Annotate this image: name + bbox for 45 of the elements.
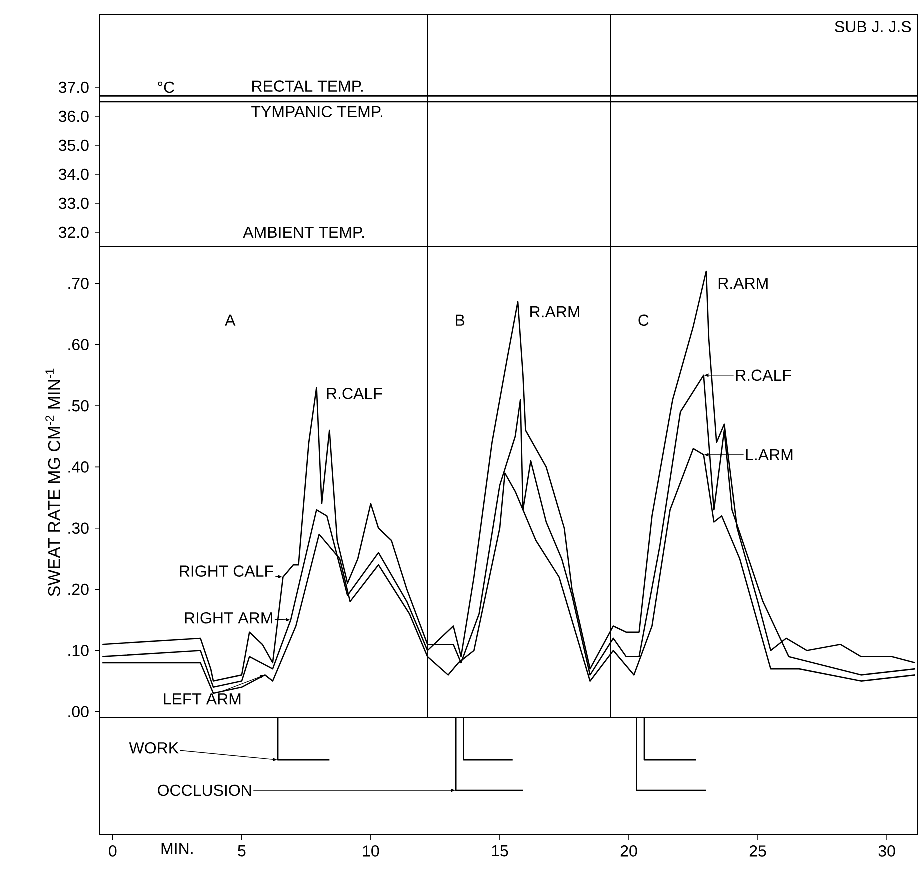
point (286, 618, 291, 622)
x-axis-title: MIN. (162, 843, 193, 854)
x-tick-label: 10 (363, 846, 380, 857)
series-label: LEFT ARM (164, 694, 241, 705)
annotation: R.ARM (530, 306, 580, 318)
x-tick-label: 25 (750, 846, 766, 857)
x-tick-label: 5 (238, 846, 246, 857)
annotation: R.ARM (718, 278, 768, 289)
y-tick-label: .50 (68, 400, 89, 412)
x-tick-label: 15 (492, 846, 508, 857)
y-axis-title: SWEAT RATE MG CM$^{-2}$ MIN$^{-1}$ (46, 368, 60, 596)
y-tick-label: 33.0 (58, 198, 89, 210)
y-tick-label: 34.0 (58, 168, 89, 180)
y-tick-label: .00 (68, 706, 89, 718)
y-tick-label: .10 (68, 645, 89, 656)
annotation: C (638, 314, 649, 326)
annotation: R.CALF (736, 370, 792, 382)
y-tick-label: .30 (68, 522, 89, 534)
text: WORK (129, 742, 179, 754)
y-tick-label: 32.0 (58, 226, 89, 238)
y-tick-label: .60 (68, 339, 89, 351)
series-label: TYMPANIC TEMP. (252, 106, 383, 118)
x-tick-label: 20 (620, 846, 638, 857)
point (278, 574, 284, 579)
annotation: L.ARM (746, 449, 793, 460)
text: OCCLUSION (158, 784, 252, 796)
point (704, 374, 709, 378)
annotation: AMBIENT TEMP. (243, 226, 364, 238)
y-tick-label: 35.0 (58, 140, 89, 152)
x-tick-label: 0 (109, 846, 117, 857)
legend-label: RIGHT CALF (180, 566, 274, 577)
y-axis-title: °C (158, 82, 174, 94)
y-tick-label: 36.0 (58, 110, 89, 122)
series-label: RECTAL TEMP. (252, 80, 363, 92)
y-tick-label: .20 (68, 584, 89, 596)
y-tick-label: 37.0 (58, 82, 89, 94)
y-tick-label: .70 (68, 278, 89, 290)
annotation: B (456, 314, 465, 326)
y-tick-label: .40 (68, 462, 89, 473)
legend-label: RIGHT ARM (185, 612, 272, 624)
annotation: A (225, 314, 236, 326)
x-tick-label: 30 (878, 846, 896, 857)
point (704, 453, 709, 457)
chart-title: SUB J. J.S (835, 21, 912, 33)
annotation: R.CALF (327, 388, 382, 400)
